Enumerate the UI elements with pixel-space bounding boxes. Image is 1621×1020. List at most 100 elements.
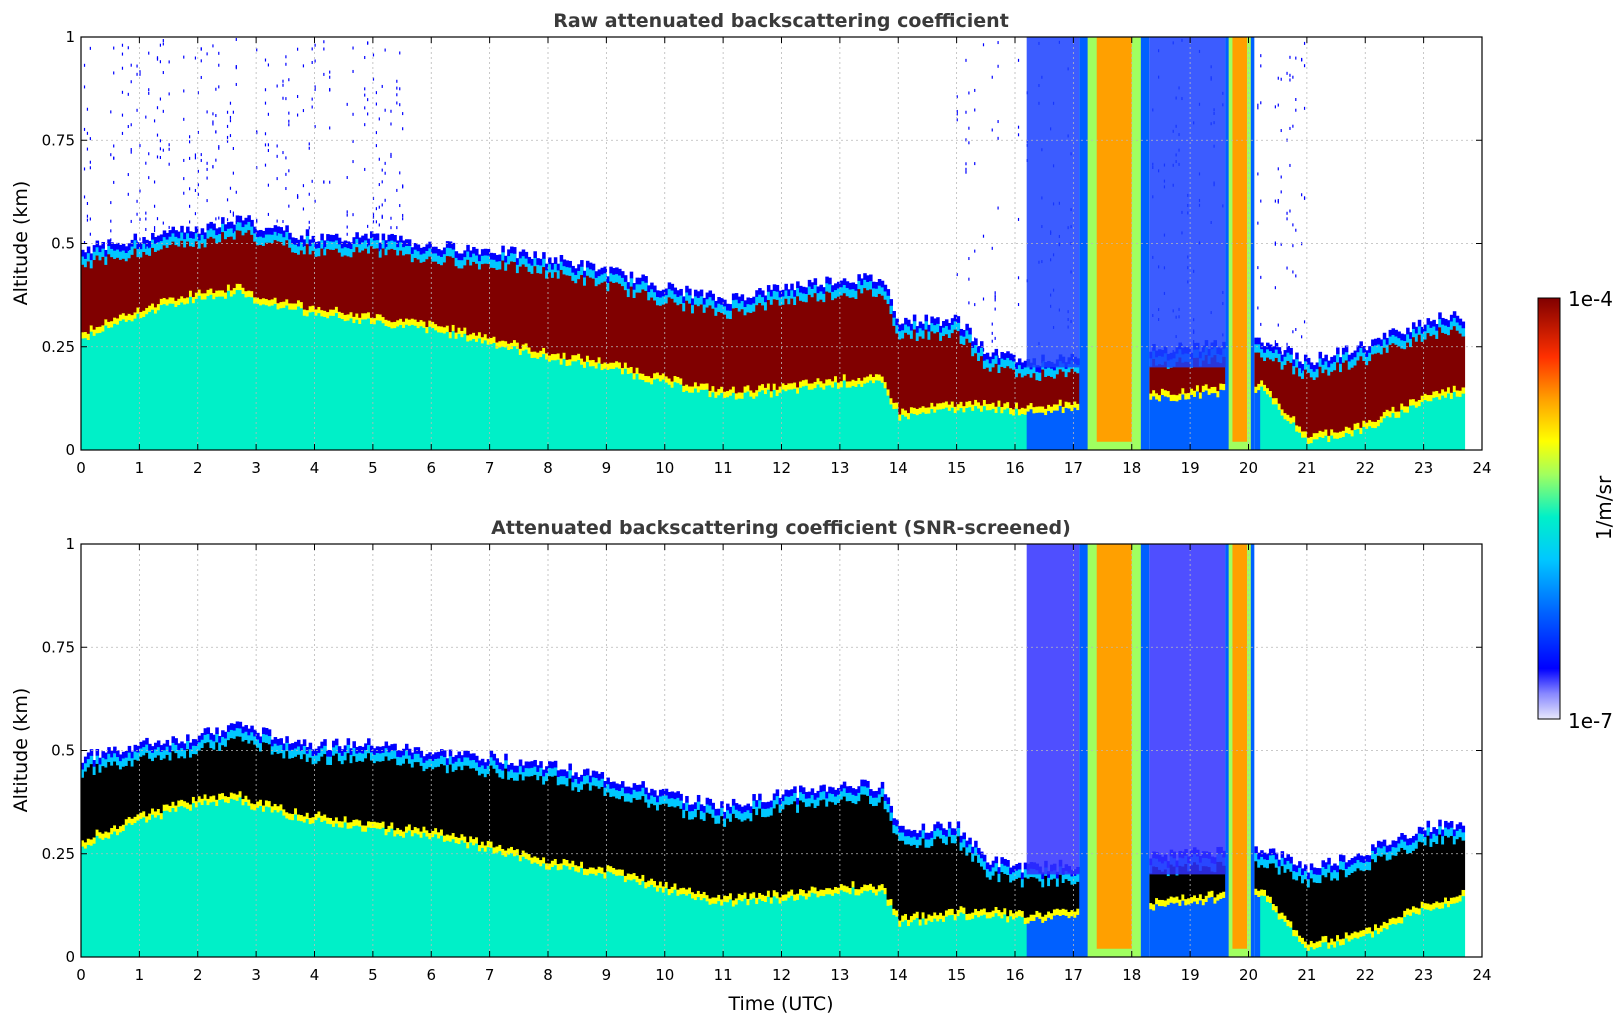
heatmap-cell <box>349 256 354 313</box>
heatmap-cell <box>956 403 961 411</box>
heatmap-cell <box>299 241 304 251</box>
heatmap-cell <box>235 735 240 795</box>
heatmap-cell <box>545 862 549 870</box>
heatmap-cell <box>609 272 613 282</box>
heatmap-cell <box>1371 844 1375 851</box>
heatmap-cell <box>121 243 126 251</box>
heatmap-cell <box>720 304 724 313</box>
heatmap-cell <box>731 906 736 957</box>
heatmap-cell <box>726 303 730 311</box>
heatmap-cell <box>375 752 380 762</box>
heatmap-cell <box>177 800 181 807</box>
heatmap-cell <box>1210 896 1215 957</box>
heatmap-cell <box>165 298 170 306</box>
heatmap-cell <box>1006 365 1010 403</box>
heatmap-cell <box>618 798 622 870</box>
noise-speck <box>194 188 197 192</box>
heatmap-cell <box>495 261 499 270</box>
heatmap-cell <box>766 890 771 897</box>
noise-speck <box>153 204 156 208</box>
heatmap-cell <box>533 351 537 358</box>
noise-speck <box>1277 103 1279 107</box>
heatmap-cell <box>615 869 619 876</box>
heatmap-cell <box>218 241 222 291</box>
heatmap-cell <box>442 835 447 842</box>
heatmap-cell <box>498 260 502 270</box>
heatmap-cell <box>1368 861 1372 871</box>
heatmap-cell <box>212 734 216 742</box>
heatmap-cell <box>434 766 438 829</box>
heatmap-cell <box>349 248 354 258</box>
heatmap-cell <box>1344 876 1349 933</box>
heatmap-cell <box>871 892 876 957</box>
heatmap-cell <box>326 764 330 818</box>
x-tick-label: 9 <box>602 459 612 477</box>
heatmap-cell <box>1365 428 1369 450</box>
heatmap-cell <box>1409 338 1413 348</box>
heatmap-cell <box>296 814 301 821</box>
noise-speck <box>288 111 290 115</box>
heatmap-cell <box>1160 905 1165 957</box>
heatmap-cell <box>200 228 205 235</box>
heatmap-cell <box>772 290 777 300</box>
heatmap-cell <box>1003 359 1007 369</box>
heatmap-cell <box>326 317 330 450</box>
heatmap-cell <box>375 828 380 957</box>
heatmap-cell <box>270 234 275 244</box>
heatmap-cell <box>848 297 853 382</box>
heatmap-cell <box>763 295 768 303</box>
heatmap-cell <box>717 823 721 895</box>
heatmap-cell <box>180 799 184 807</box>
x-tick-label: 5 <box>368 459 378 477</box>
heatmap-cell <box>562 858 567 866</box>
heatmap-cell <box>819 791 823 801</box>
heatmap-cell <box>918 925 923 957</box>
heatmap-cell <box>863 287 867 378</box>
heatmap-cell <box>749 820 753 894</box>
heatmap-cell <box>1020 910 1025 918</box>
heatmap-cell <box>755 389 759 397</box>
heatmap-cell <box>247 290 251 297</box>
noise-speck <box>396 79 398 83</box>
heatmap-cell <box>472 759 476 769</box>
heatmap-cell <box>717 388 721 396</box>
heatmap-cell <box>518 765 523 775</box>
heatmap-cell <box>329 750 333 757</box>
heatmap-cell <box>1219 898 1223 957</box>
heatmap-cell <box>1277 353 1282 363</box>
heatmap-cell <box>857 280 861 290</box>
heatmap-cell <box>1198 366 1203 393</box>
heatmap-cell <box>1263 895 1267 957</box>
heatmap-cell <box>1353 931 1358 938</box>
heatmap-cell <box>151 814 155 957</box>
heatmap-cell <box>836 281 841 289</box>
heatmap-cell <box>399 835 403 957</box>
heatmap-cell <box>118 768 123 827</box>
heatmap-cell <box>588 268 593 278</box>
heatmap-cell <box>1344 351 1349 361</box>
heatmap-cell <box>104 318 108 326</box>
heatmap-cell <box>726 318 730 392</box>
heatmap-cell <box>130 254 135 316</box>
heatmap-cell <box>378 752 383 762</box>
heatmap-cell <box>822 784 826 792</box>
heatmap-cell <box>1254 337 1258 345</box>
heatmap-cell <box>632 289 637 299</box>
noise-speck <box>994 291 996 295</box>
heatmap-cell <box>939 912 943 920</box>
noise-speck <box>235 64 237 68</box>
heatmap-cell <box>591 770 596 778</box>
heatmap-cell <box>472 838 476 846</box>
heatmap-cell <box>661 295 666 305</box>
heatmap-cell <box>448 764 453 836</box>
heatmap-cell <box>1312 867 1317 875</box>
heatmap-cell <box>892 914 896 957</box>
heatmap-cell <box>737 893 742 901</box>
heatmap-cell <box>877 278 882 286</box>
heatmap-cell <box>253 241 257 298</box>
heatmap-cell <box>1210 356 1215 388</box>
heatmap-cell <box>1417 399 1422 407</box>
heatmap-cell <box>912 413 917 450</box>
heatmap-cell <box>285 239 289 300</box>
heatmap-cell <box>200 733 205 740</box>
